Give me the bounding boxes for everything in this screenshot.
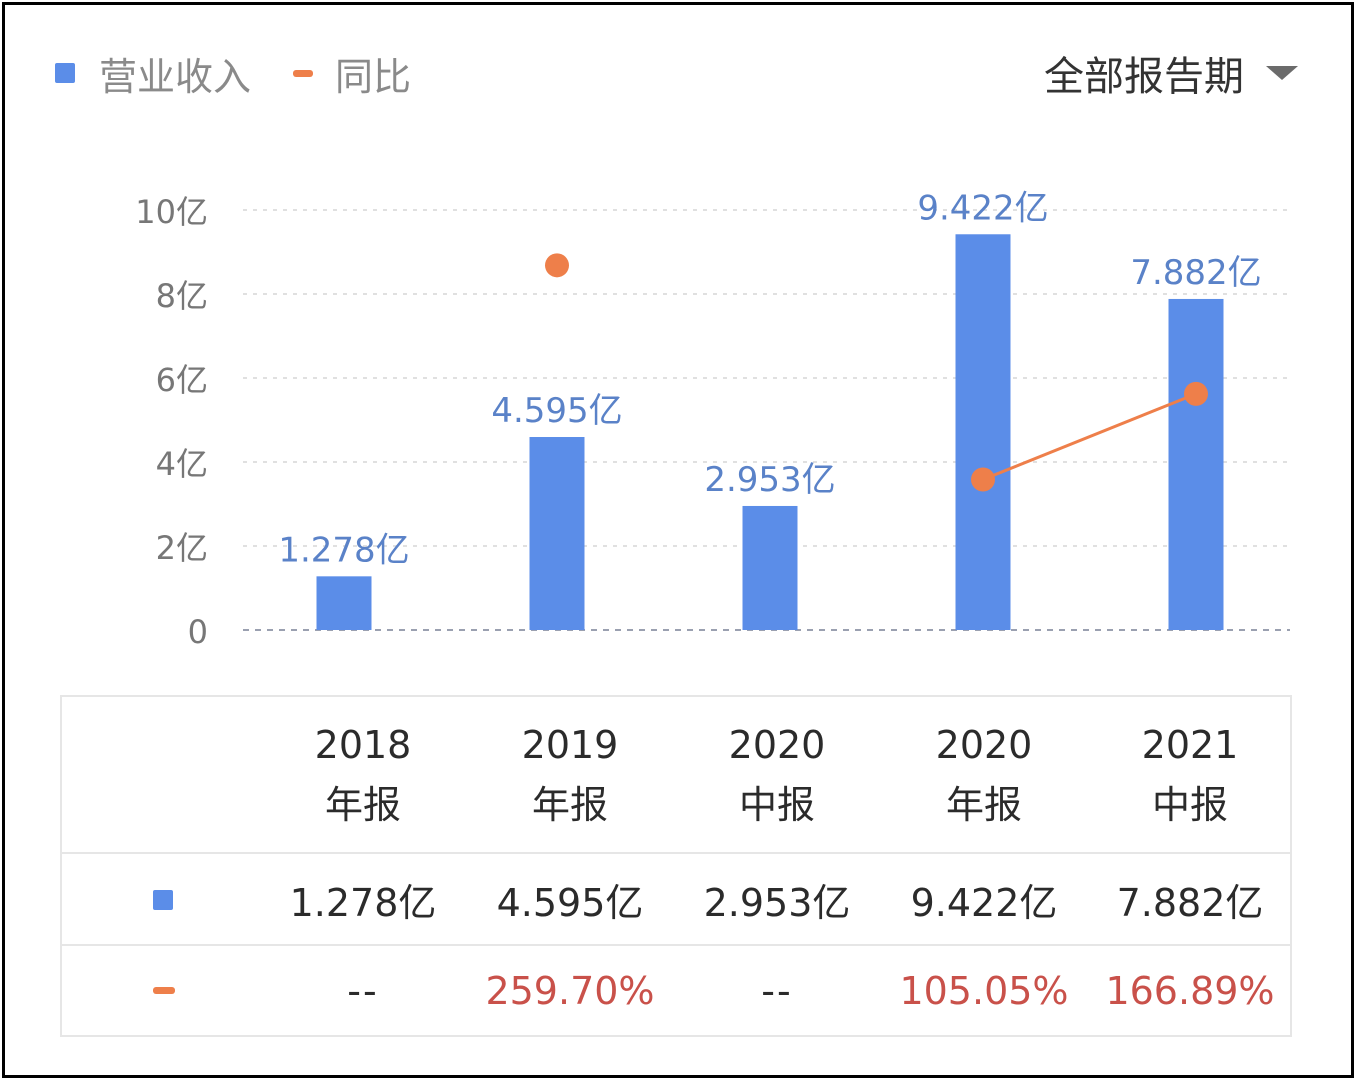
legend-item-revenue[interactable]: 营业收入 [55,46,251,101]
y-tick-label: 10亿 [135,193,208,231]
table-header-row: 2018 年报 2019 年报 2020 中报 2020 年报 2021 中报 [62,697,1290,854]
y-tick-label: 2亿 [156,529,208,567]
bar[interactable] [742,505,798,630]
table-header-cell: 2021 中报 [1090,697,1290,852]
table-header-cell: 2019 年报 [470,697,670,852]
y-tick-label: 0 [188,613,208,651]
header-year: 2021 [1141,722,1239,767]
legend-revenue-swatch [55,63,75,83]
header-year: 2020 [935,722,1033,767]
revenue-series-icon [153,890,173,910]
y-tick-label: 8亿 [156,277,208,315]
bar[interactable] [529,437,585,630]
header-report-type: 年报 [324,782,401,827]
revenue-cell: 4.595亿 [496,880,644,925]
header-report-type: 年报 [531,782,608,827]
revenue-chart: 0 2亿 4亿 6亿 8亿 10亿 1.278亿 4.595亿 2.953亿 9.422亿 7.88… [135,188,1290,651]
bar[interactable] [316,576,372,630]
header-year: 2018 [314,722,412,767]
yoy-cell: 105.05% [899,968,1069,1013]
yoy-series-icon [153,987,175,994]
bar[interactable] [1168,298,1224,630]
period-selector-label: 全部报告期 [1044,54,1244,100]
bar-value-label: 1.278亿 [278,530,409,570]
data-table: 2018 年报 2019 年报 2020 中报 2020 年报 2021 中报 1.278亿 4.5… [60,695,1292,1037]
legend-item-yoy[interactable]: 同比 [293,46,411,101]
yoy-point[interactable] [545,253,569,278]
table-row-revenue: 1.278亿 4.595亿 2.953亿 9.422亿 7.882亿 [62,854,1290,946]
table-header-cell: 2020 年报 [884,697,1084,852]
bar-value-label: 2.953亿 [704,460,835,500]
legend-yoy-label: 同比 [335,54,412,99]
header-year: 2019 [521,722,619,767]
revenue-cell: 7.882亿 [1116,880,1264,925]
header-year: 2020 [728,722,826,767]
header-report-type: 中报 [1151,782,1228,827]
period-selector[interactable]: 全部报告期 [1044,46,1298,100]
bar-value-label: 7.882亿 [1130,253,1261,293]
revenue-cell: 2.953亿 [703,880,851,925]
revenue-cell: 1.278亿 [289,880,437,925]
header-report-type: 中报 [738,782,815,827]
revenue-cell: 9.422亿 [910,880,1058,925]
yoy-cell: 166.89% [1105,968,1275,1013]
chevron-down-icon [1266,66,1298,80]
header-report-type: 年报 [945,782,1022,827]
bar-value-label: 4.595亿 [491,391,622,431]
legend-yoy-swatch [293,69,314,77]
yoy-point[interactable] [971,467,995,492]
yoy-line-segment [982,392,1197,481]
y-tick-label: 6亿 [156,361,208,399]
yoy-cell: 259.70% [485,968,655,1013]
yoy-cell: -- [347,968,379,1013]
yoy-cell: -- [761,968,793,1013]
bar[interactable] [955,234,1011,630]
legend: 营业收入 同比 [55,50,453,99]
table-row-yoy: -- 259.70% -- 105.05% 166.89% [62,946,1290,1035]
bar-value-label: 9.422亿 [917,188,1048,228]
legend-revenue-label: 营业收入 [99,54,252,99]
y-tick-label: 4亿 [156,445,208,483]
table-header-cell: 2020 中报 [677,697,877,852]
yoy-point[interactable] [1184,381,1208,406]
table-header-cell: 2018 年报 [263,697,463,852]
